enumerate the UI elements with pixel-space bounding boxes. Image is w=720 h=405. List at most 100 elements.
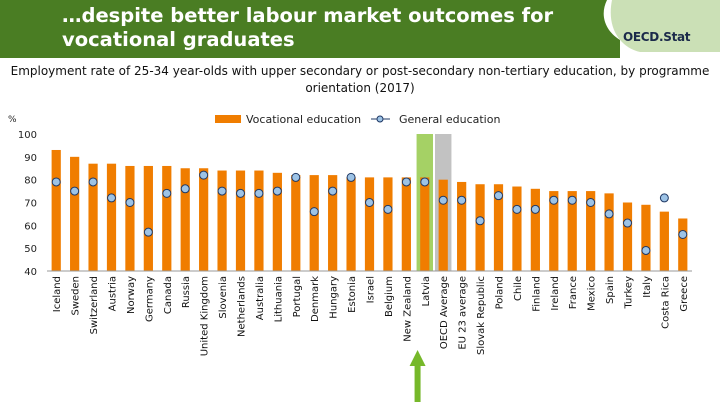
general-marker: [217, 186, 227, 196]
category-label: Belgium: [384, 276, 395, 317]
bar: [235, 170, 246, 271]
general-marker: [604, 209, 614, 219]
category-label: Chile: [513, 276, 524, 301]
bar: [88, 163, 98, 271]
bar: [475, 184, 485, 271]
general-marker: [272, 186, 282, 196]
general-marker: [641, 245, 651, 255]
category-label: Poland: [495, 276, 506, 309]
bar: [493, 184, 504, 271]
bar: [457, 181, 467, 271]
header-accent-curve: [610, 0, 720, 52]
bar: [125, 165, 135, 271]
y-tick-label: 90: [24, 153, 37, 164]
general-marker: [107, 193, 116, 203]
general-marker: [457, 195, 467, 205]
category-label: Netherlands: [237, 276, 248, 337]
bar: [586, 191, 596, 271]
bar: [254, 170, 264, 271]
general-marker: [530, 204, 540, 214]
category-label: Canada: [163, 276, 174, 314]
header-background: [0, 0, 720, 58]
general-marker: [199, 170, 209, 180]
category-label: Spain: [605, 276, 616, 304]
category-label: Turkey: [624, 276, 635, 310]
category-label: France: [568, 276, 579, 309]
bar: [70, 156, 80, 271]
category-label: Germany: [144, 276, 155, 322]
bar: [180, 168, 190, 271]
page-title: …despite better labour market outcomes f…: [62, 4, 554, 51]
bar: [217, 170, 227, 271]
bar: [530, 188, 540, 271]
bar: [272, 172, 282, 271]
header-green-band: [0, 0, 620, 58]
category-label: Ireland: [550, 276, 561, 311]
bar: [549, 191, 559, 271]
category-label: Denmark: [310, 276, 321, 322]
general-marker: [365, 198, 374, 207]
category-label: Austria: [108, 276, 119, 311]
category-label: Finland: [531, 276, 542, 312]
category-label: Israel: [366, 276, 377, 303]
general-marker: [346, 172, 356, 182]
bar: [512, 186, 522, 271]
bar: [51, 149, 61, 271]
y-tick-label: 50: [24, 244, 37, 255]
general-marker: [180, 184, 190, 194]
general-marker: [328, 186, 338, 196]
category-label: Switzerland: [89, 276, 100, 334]
general-marker: [678, 229, 688, 239]
legend-swatch-vocational: [215, 115, 241, 123]
general-marker: [51, 177, 61, 187]
category-label: Iceland: [52, 276, 63, 312]
bar: [364, 177, 375, 271]
category-label: Slovenia: [218, 276, 229, 319]
bar: [162, 165, 172, 271]
bar: [328, 175, 338, 271]
category-label: Latvia: [421, 276, 432, 306]
bar: [199, 168, 209, 271]
general-marker: [659, 193, 669, 203]
category-label: Italy: [642, 276, 653, 298]
general-marker: [236, 188, 245, 198]
legend-swatch-general: [376, 115, 384, 123]
general-marker: [254, 188, 264, 198]
y-tick-label: 40: [24, 267, 37, 278]
y-tick-label: 70: [24, 199, 37, 210]
category-label: Russia: [181, 276, 192, 308]
y-tick-label: 80: [24, 176, 37, 187]
category-label: Australia: [255, 276, 266, 320]
bar: [401, 177, 411, 271]
y-axis-label: %: [8, 115, 17, 125]
general-marker: [162, 188, 172, 198]
oecd-stat-logo: OECD.Stat: [623, 30, 691, 44]
category-label: Hungary: [329, 276, 340, 319]
general-marker: [401, 177, 411, 187]
general-marker: [438, 195, 448, 205]
bar: [106, 163, 117, 271]
green-up-arrow: [409, 350, 426, 402]
bar: [346, 177, 356, 271]
bar: [659, 211, 669, 271]
general-marker: [383, 204, 393, 214]
y-tick-label: 100: [18, 130, 37, 141]
category-label: New Zealand: [402, 276, 413, 342]
general-marker: [309, 207, 319, 217]
category-label: Slovak Republic: [476, 276, 487, 355]
bar: [291, 175, 301, 271]
legend-label-general: General education: [399, 113, 500, 126]
general-marker: [475, 216, 485, 226]
category-label: United Kingdom: [200, 276, 211, 356]
general-marker: [623, 218, 632, 228]
general-marker: [125, 198, 135, 207]
general-marker: [494, 191, 503, 201]
bar: [420, 177, 430, 271]
category-label: Mexico: [587, 276, 598, 311]
bar: [438, 179, 448, 271]
bar: [678, 218, 688, 271]
general-marker: [512, 204, 522, 214]
legend-label-vocational: Vocational education: [246, 113, 361, 126]
general-marker: [70, 186, 80, 196]
